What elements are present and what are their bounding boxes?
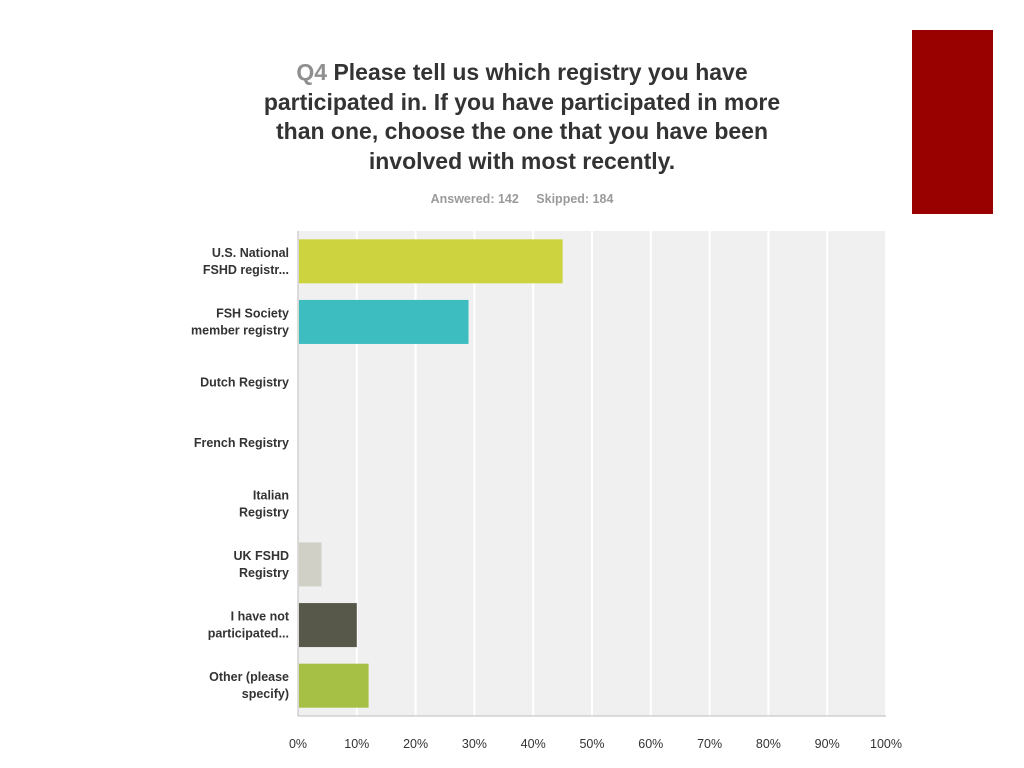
category-label: Italian — [253, 488, 289, 502]
question-text: Please tell us which registry you have p… — [263, 59, 781, 174]
bar — [299, 542, 322, 587]
category-label: participated... — [208, 627, 289, 641]
bar — [299, 663, 369, 708]
category-label: Registry — [239, 566, 289, 580]
category-label: French Registry — [194, 436, 289, 450]
answered-count: Answered: 142 — [430, 192, 519, 206]
x-tick-label: 40% — [521, 737, 546, 751]
category-label: specify) — [242, 687, 289, 701]
bar — [299, 299, 469, 344]
question-number: Q4 — [296, 59, 328, 85]
x-tick-label: 60% — [638, 737, 663, 751]
category-label: FSH Society — [216, 306, 289, 320]
x-tick-label: 30% — [462, 737, 487, 751]
accent-block — [912, 30, 993, 214]
x-tick-label: 50% — [579, 737, 604, 751]
x-tick-label: 90% — [815, 737, 840, 751]
bar — [299, 603, 357, 648]
x-tick-label: 10% — [344, 737, 369, 751]
x-tick-label: 0% — [289, 737, 307, 751]
category-label: U.S. National — [212, 246, 289, 260]
x-tick-label: 80% — [756, 737, 781, 751]
category-label: UK FSHD — [233, 549, 289, 563]
category-label: FSHD registr... — [203, 263, 289, 277]
category-label: Other (please — [209, 670, 289, 684]
category-label: Registry — [239, 505, 289, 519]
skipped-count: Skipped: 184 — [536, 192, 614, 206]
question-title: Q4 Please tell us which registry you hav… — [262, 58, 782, 176]
x-tick-label: 20% — [403, 737, 428, 751]
category-label: I have not — [231, 610, 290, 624]
x-tick-label: 70% — [697, 737, 722, 751]
response-stats: Answered: 142 Skipped: 184 — [262, 192, 782, 206]
category-label: Dutch Registry — [200, 376, 289, 390]
x-tick-label: 100% — [870, 737, 902, 751]
category-label: member registry — [191, 323, 289, 337]
bar — [299, 239, 563, 284]
